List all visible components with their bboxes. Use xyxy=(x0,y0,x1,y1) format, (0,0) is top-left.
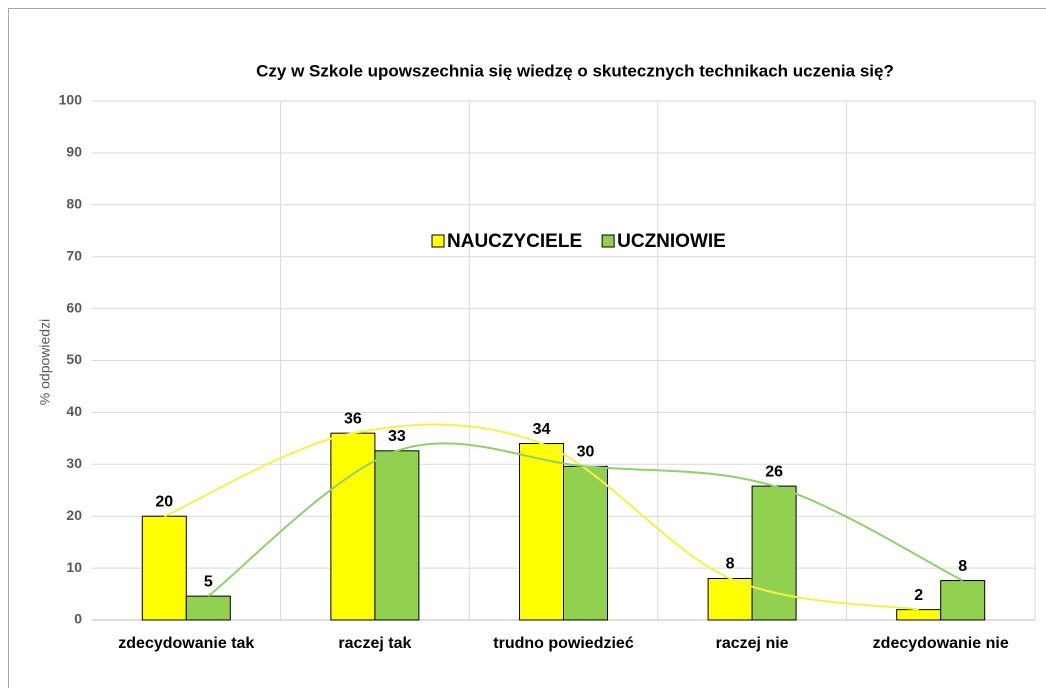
y-tick-label: 30 xyxy=(66,455,82,471)
y-tick-label: 10 xyxy=(66,559,82,575)
data-label: 5 xyxy=(204,573,213,590)
bar xyxy=(185,595,231,621)
y-axis-label: % odpowiedzi xyxy=(37,319,53,405)
data-label: 34 xyxy=(533,421,551,438)
data-label: 8 xyxy=(726,556,735,573)
legend-swatch xyxy=(601,234,615,248)
trend-line xyxy=(207,442,964,597)
data-label: 33 xyxy=(388,428,406,445)
y-tick-label: 90 xyxy=(66,144,82,160)
legend-swatch xyxy=(431,234,445,248)
bar xyxy=(141,515,187,621)
x-tick-label: zdecydowanie nie xyxy=(873,635,1009,652)
y-tick-label: 100 xyxy=(59,92,83,108)
frame xyxy=(8,8,1046,688)
data-label: 26 xyxy=(765,463,783,480)
data-label: 20 xyxy=(155,493,173,510)
legend-label: UCZNIOWIE xyxy=(617,231,726,252)
y-tick-label: 50 xyxy=(66,351,82,367)
x-tick-label: zdecydowanie tak xyxy=(118,635,254,652)
y-tick-label: 70 xyxy=(66,247,82,263)
y-tick-label: 40 xyxy=(66,403,82,419)
data-label: 36 xyxy=(344,410,362,427)
bar xyxy=(519,443,564,621)
data-label: 2 xyxy=(914,587,923,604)
bar xyxy=(330,432,376,621)
chart-title: Czy w Szkole upowszechnia się wiedzę o s… xyxy=(256,61,894,80)
x-tick-label: raczej tak xyxy=(338,635,411,652)
y-tick-label: 0 xyxy=(74,611,82,627)
bar xyxy=(751,485,797,621)
trend-line xyxy=(163,423,919,611)
x-tick-label: trudno powiedzieć xyxy=(493,635,634,652)
bar xyxy=(563,465,608,621)
bar xyxy=(374,450,420,621)
bar xyxy=(940,580,986,621)
x-tick-label: raczej nie xyxy=(716,635,789,652)
y-tick-label: 60 xyxy=(66,299,82,315)
data-label: 8 xyxy=(958,558,967,575)
legend-label: NAUCZYCIELE xyxy=(447,231,582,252)
y-tick-label: 20 xyxy=(66,507,82,523)
bar xyxy=(896,609,942,621)
y-tick-label: 80 xyxy=(66,196,82,212)
data-label: 30 xyxy=(577,444,595,461)
